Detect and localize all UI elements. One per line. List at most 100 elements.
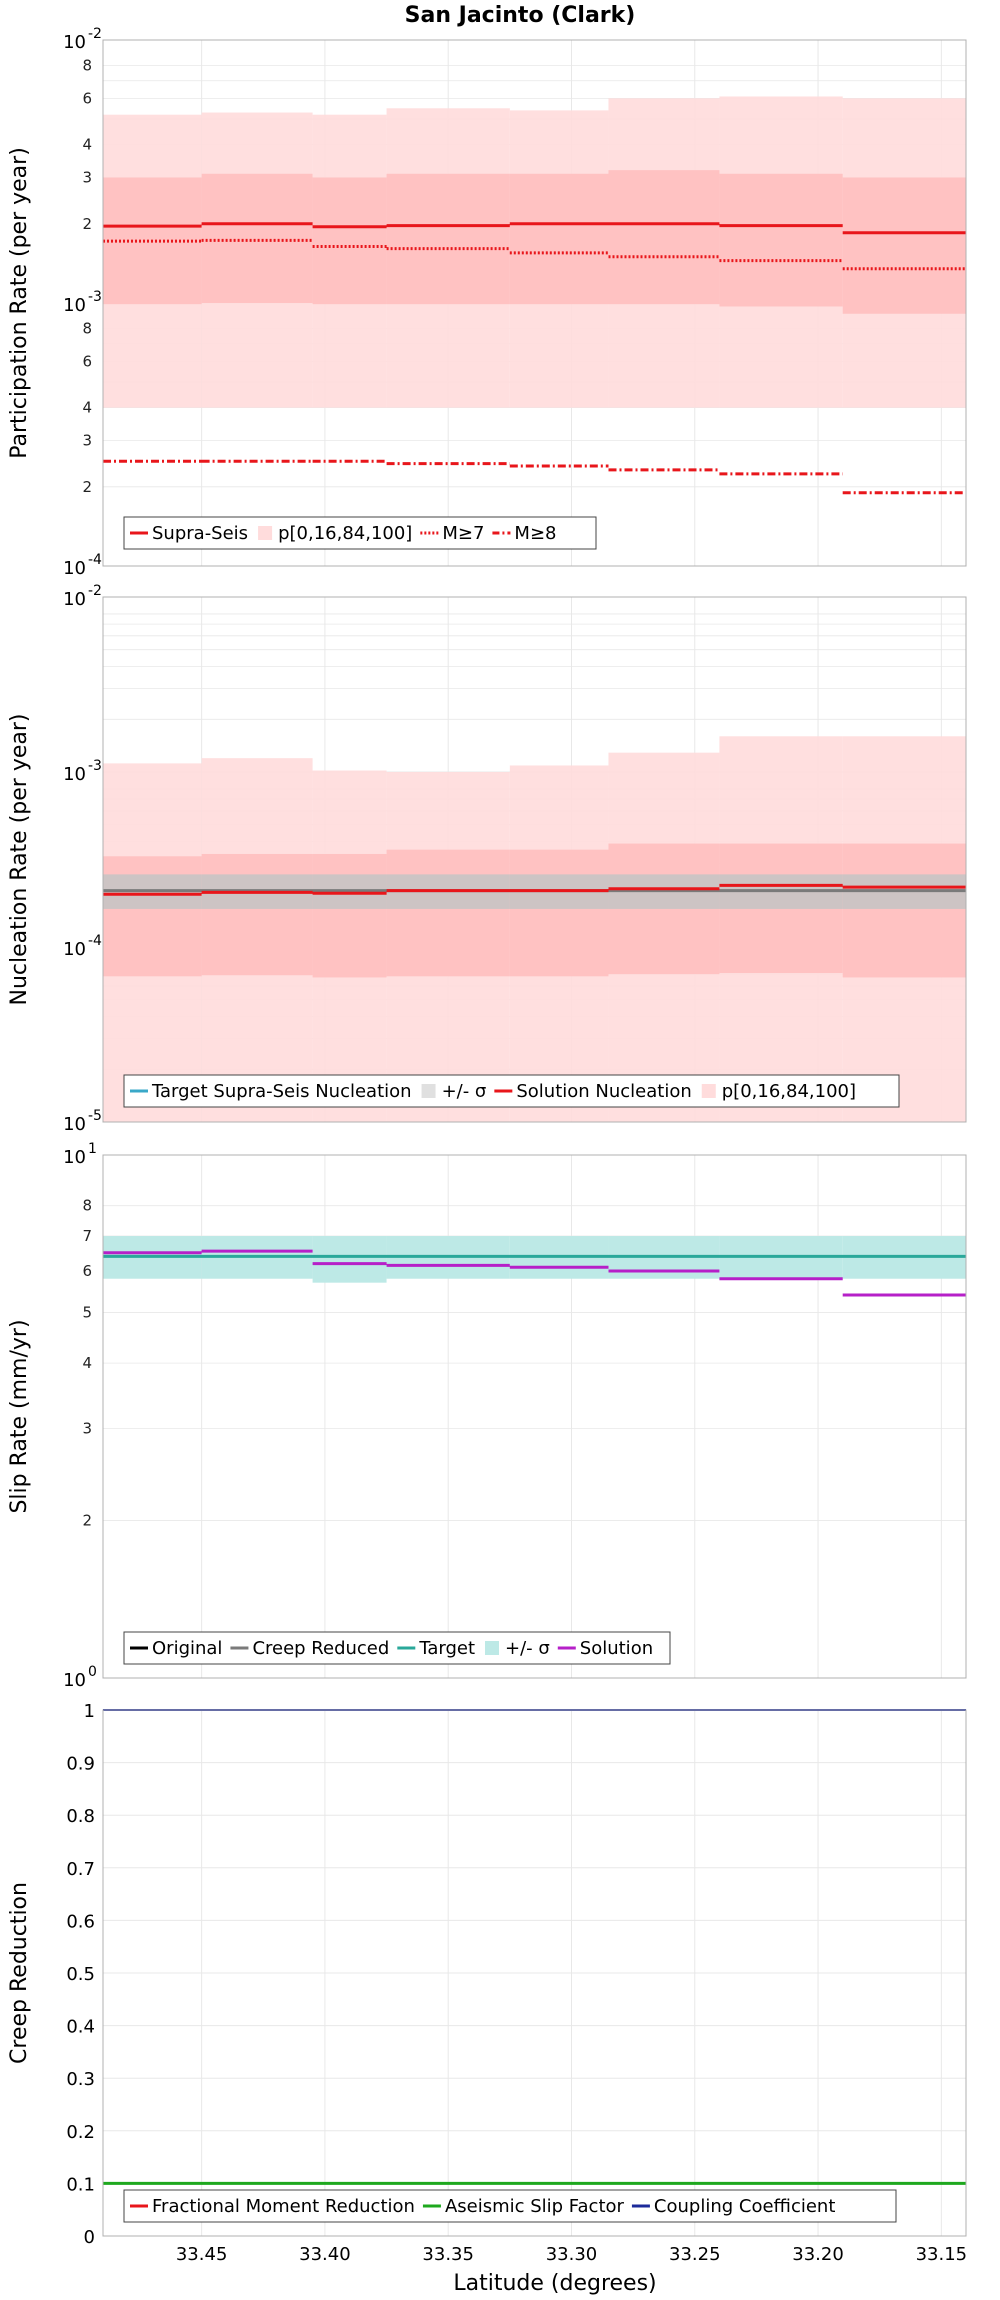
y-tick-minor-label: 5 xyxy=(82,1303,92,1321)
percentile-inner-band xyxy=(608,170,720,305)
y-axis-label: Slip Rate (mm/yr) xyxy=(7,1319,32,1513)
y-axis-label: Creep Reduction xyxy=(7,1882,32,2064)
y-tick-label: 0.4 xyxy=(66,2017,95,2038)
legend-box xyxy=(123,1631,671,1665)
legend: Original Creep Reduced Target +/- σ Solution xyxy=(123,1631,671,1665)
percentile-inner-band xyxy=(103,856,202,977)
y-tick-minor-label: 3 xyxy=(82,1419,92,1437)
y-tick-minor-label: 6 xyxy=(82,1262,92,1280)
plot-area xyxy=(103,1155,966,1678)
y-tick-minor-label: 2 xyxy=(82,1512,92,1530)
y-tick-minor-label: 3 xyxy=(82,432,92,450)
y-tick-label: 10 xyxy=(63,1670,86,1691)
y-tick-minor-label: 8 xyxy=(82,1197,92,1215)
chart-title: San Jacinto (Clark) xyxy=(405,3,636,28)
legend-box xyxy=(123,2189,897,2223)
y-tick-label: 0.2 xyxy=(66,2122,95,2143)
y-tick-minor-label: 6 xyxy=(82,352,92,370)
percentile-inner-band xyxy=(509,849,609,977)
y-tick-label: 0.7 xyxy=(66,1859,95,1880)
y-tick-exponent: -2 xyxy=(88,583,102,599)
y-tick-exponent: -3 xyxy=(88,289,102,305)
percentile-inner-band xyxy=(386,173,510,305)
legend: Target Supra-Seis Nucleation +/- σ Solutio… xyxy=(123,1074,900,1108)
percentile-inner-band xyxy=(312,853,387,978)
x-tick-label: 33.40 xyxy=(299,2244,351,2265)
legend-entry: Fractional Moment Reduction xyxy=(152,2196,415,2217)
y-tick-label: 0.3 xyxy=(66,2069,95,2090)
legend-entry: Target Supra-Seis Nucleation xyxy=(151,1081,412,1102)
y-tick-exponent: -4 xyxy=(88,933,102,949)
series-line xyxy=(103,238,966,271)
y-tick-label: 0.8 xyxy=(66,1806,95,1827)
y-tick-label: 1 xyxy=(84,1701,95,1722)
sigma-band xyxy=(312,1236,387,1283)
y-tick-minor-label: 2 xyxy=(82,215,92,233)
x-axis-label: Latitude (degrees) xyxy=(453,2271,656,2296)
legend-entry: +/- σ xyxy=(442,1081,487,1102)
y-tick-minor-label: 4 xyxy=(82,399,92,417)
y-tick-label: 10 xyxy=(63,589,86,610)
y-tick-label: 0 xyxy=(84,2227,95,2248)
y-tick-minor-label: 7 xyxy=(82,1227,92,1245)
percentile-inner-band xyxy=(386,849,510,977)
y-tick-exponent: -4 xyxy=(88,552,102,568)
y-tick-label: 0.6 xyxy=(66,1911,95,1932)
y-tick-minor-label: 3 xyxy=(82,169,92,187)
series-line xyxy=(103,459,966,495)
legend: Fractional Moment Reduction Aseismic Slip… xyxy=(123,2189,897,2223)
x-tick-label: 33.20 xyxy=(792,2244,844,2265)
legend-swatch xyxy=(421,1084,436,1098)
y-tick-minor-label: 2 xyxy=(82,478,92,496)
plot-frame xyxy=(102,39,967,567)
x-tick-label: 33.45 xyxy=(176,2244,228,2265)
y-tick-minor-label: 4 xyxy=(82,136,92,154)
legend-entry: Original xyxy=(152,1638,222,1659)
y-tick-label: 10 xyxy=(63,1114,86,1135)
legend-entry: Supra-Seis xyxy=(152,523,248,544)
y-tick-exponent: -5 xyxy=(88,1108,102,1124)
legend-entry: Target xyxy=(418,1638,475,1659)
y-tick-label: 10 xyxy=(63,939,86,960)
y-tick-exponent: -3 xyxy=(88,758,102,774)
plot-frame xyxy=(102,1709,967,2237)
legend-entry: Aseismic Slip Factor xyxy=(445,2196,625,2217)
series-line xyxy=(103,883,966,896)
y-tick-label: 10 xyxy=(63,764,86,785)
percentile-inner-band xyxy=(509,173,609,305)
legend-entry: +/- σ xyxy=(505,1638,550,1659)
y-tick-exponent: 0 xyxy=(88,1664,97,1680)
y-tick-minor-label: 4 xyxy=(82,1354,92,1372)
percentile-inner-band xyxy=(719,173,843,307)
legend-entry: Solution xyxy=(580,1638,653,1659)
legend-entry: M≥7 xyxy=(442,523,484,544)
y-axis-label: Nucleation Rate (per year) xyxy=(7,714,32,1006)
y-tick-label: 0.5 xyxy=(66,1964,95,1985)
legend-entry: Solution Nucleation xyxy=(516,1081,691,1102)
legend-swatch xyxy=(258,526,273,540)
legend-entry: p[0,16,84,100] xyxy=(278,523,412,544)
x-tick-label: 33.30 xyxy=(546,2244,598,2265)
percentile-inner-band xyxy=(201,853,313,976)
legend-box xyxy=(123,516,597,550)
series-line xyxy=(103,1249,966,1297)
percentile-inner-band xyxy=(201,173,313,303)
series-line xyxy=(103,222,966,235)
y-tick-minor-label: 6 xyxy=(82,89,92,107)
x-tick-label: 33.35 xyxy=(422,2244,474,2265)
legend-entry: Coupling Coefficient xyxy=(654,2196,835,2217)
percentile-inner-band xyxy=(842,843,966,978)
y-tick-label: 0.1 xyxy=(66,2174,95,2195)
y-tick-label: 10 xyxy=(63,295,86,316)
legend-entry: M≥8 xyxy=(514,523,556,544)
legend-swatch xyxy=(485,1641,499,1655)
chart-panel-4: 1 0.9 0.8 0.7 0.6 0.5 0.4 0.3 0.2 0.1 0 Creep Reduc… xyxy=(7,1701,967,2248)
y-axis-label: Participation Rate (per year) xyxy=(7,147,32,459)
plot-frame xyxy=(102,1154,967,1679)
plot-frame xyxy=(102,596,967,1123)
y-tick-label: 0.9 xyxy=(66,1754,95,1775)
legend-entry: Creep Reduced xyxy=(252,1638,389,1659)
percentile-inner-band xyxy=(842,177,966,314)
